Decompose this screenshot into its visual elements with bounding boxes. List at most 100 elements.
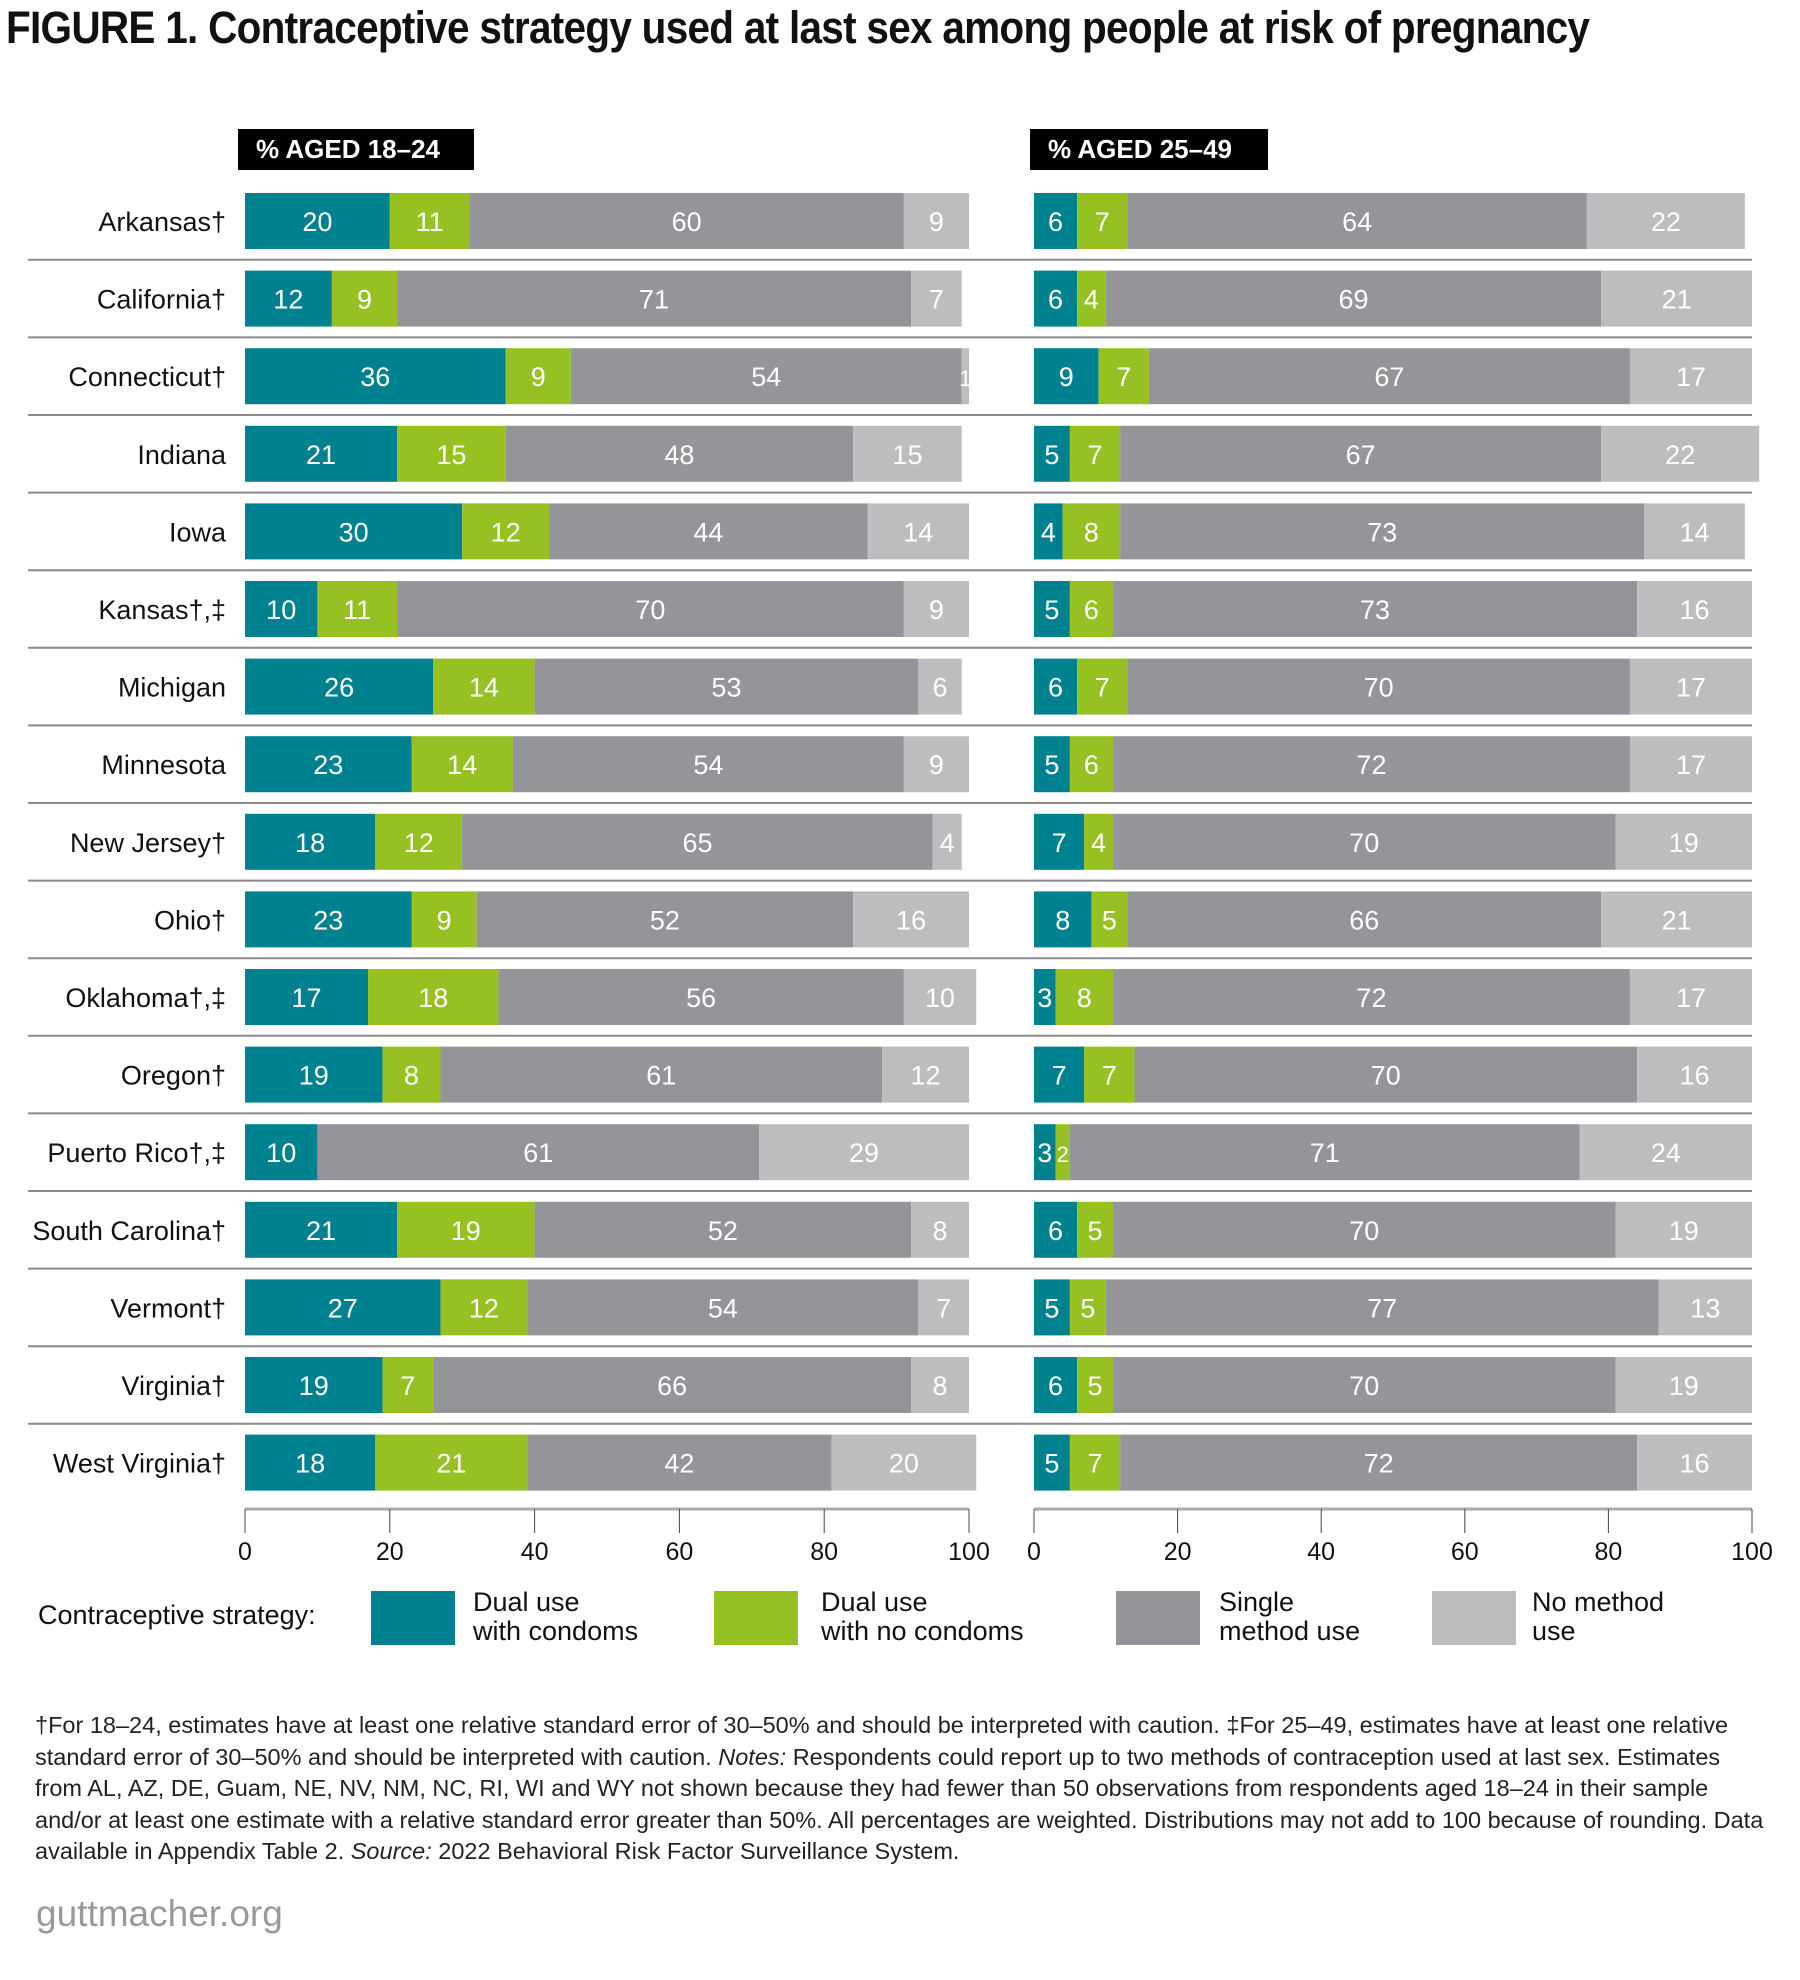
x-tick-label-1-0: 0 xyxy=(1027,1538,1041,1566)
bar-segment-p0-r3-s2 xyxy=(505,425,854,482)
bar-segment-p0-r13-s2 xyxy=(534,1201,912,1258)
bar-segment-p1-r14-s3 xyxy=(1658,1279,1752,1336)
bar-segment-p1-r4-s2 xyxy=(1120,503,1645,560)
data-label-p0-r15-s2: 66 xyxy=(657,1371,687,1401)
data-label-p0-r3-s0: 21 xyxy=(306,440,336,470)
category-label-16: West Virginia† xyxy=(53,1449,226,1479)
legend-swatch-2 xyxy=(1116,1591,1200,1645)
bar-segment-p1-r10-s2 xyxy=(1112,969,1630,1025)
data-label-p1-r10-s2: 72 xyxy=(1356,983,1386,1013)
data-label-p0-r10-s1: 18 xyxy=(418,983,448,1013)
bar-segment-p1-r16-s0 xyxy=(1034,1434,1070,1491)
x-tick-label-1-1: 20 xyxy=(1164,1538,1192,1566)
data-label-p1-r2-s3: 17 xyxy=(1676,362,1706,392)
bar-segment-p1-r2-s1 xyxy=(1098,348,1149,405)
bar-segment-p1-r8-s2 xyxy=(1112,813,1616,870)
bar-segment-p0-r1-s2 xyxy=(397,270,912,327)
bar-segment-p0-r1-s3 xyxy=(911,270,962,327)
bar-segment-p1-r12-s3 xyxy=(1579,1124,1752,1181)
bar-segment-p0-r15-s0 xyxy=(245,1357,383,1413)
bar-segment-p1-r2-s3 xyxy=(1629,348,1752,405)
category-label-8: New Jersey† xyxy=(70,828,226,858)
bar-segment-p0-r7-s3 xyxy=(903,736,969,793)
bar-segment-p1-r9-s2 xyxy=(1127,891,1602,948)
data-label-p0-r16-s3: 20 xyxy=(889,1449,919,1479)
bar-segment-p1-r3-s0 xyxy=(1034,425,1070,482)
bar-segment-p0-r9-s1 xyxy=(411,891,477,948)
bar-segment-p1-r14-s1 xyxy=(1069,1279,1106,1336)
bar-segment-p0-r8-s1 xyxy=(375,813,463,870)
footnote-segment: 2022 Behavioral Risk Factor Surveillance… xyxy=(431,1838,960,1864)
data-label-p0-r0-s1: 11 xyxy=(416,207,444,237)
data-label-p0-r12-s0: 10 xyxy=(266,1138,296,1168)
bar-segment-p0-r13-s0 xyxy=(245,1201,398,1258)
data-label-p0-r7-s0: 23 xyxy=(313,750,343,780)
bar-segment-p1-r9-s0 xyxy=(1034,891,1092,948)
bar-segment-p1-r0-s1 xyxy=(1077,193,1128,249)
bar-segment-p0-r16-s0 xyxy=(245,1434,376,1491)
bar-segment-p1-r10-s0 xyxy=(1034,969,1056,1025)
data-label-p1-r13-s3: 19 xyxy=(1669,1216,1699,1246)
data-label-p0-r6-s3: 6 xyxy=(933,673,948,703)
bar-segment-p1-r6-s2 xyxy=(1127,658,1630,715)
data-label-p0-r11-s1: 8 xyxy=(404,1061,419,1091)
bar-segment-p0-r10-s0 xyxy=(245,969,369,1025)
data-label-p1-r8-s0: 7 xyxy=(1052,828,1067,858)
footnote-segment: Respondents could report up to two metho… xyxy=(35,1743,1764,1865)
bar-segment-p0-r9-s3 xyxy=(853,891,969,948)
data-label-p1-r11-s0: 7 xyxy=(1052,1061,1067,1091)
data-label-p1-r1-s1: 4 xyxy=(1084,285,1099,315)
bar-segment-p1-r6-s3 xyxy=(1629,658,1752,715)
bar-segment-p1-r15-s3 xyxy=(1615,1357,1752,1413)
x-tick-label-1-4: 80 xyxy=(1594,1538,1622,1566)
data-label-p0-r11-s3: 12 xyxy=(911,1061,941,1091)
data-label-p1-r6-s0: 6 xyxy=(1048,673,1063,703)
bar-segment-p1-r8-s1 xyxy=(1084,813,1113,870)
bar-segment-p1-r9-s3 xyxy=(1601,891,1752,948)
category-label-3: Indiana xyxy=(137,440,227,470)
data-label-p1-r1-s2: 69 xyxy=(1338,285,1368,315)
data-label-p1-r13-s0: 6 xyxy=(1048,1216,1063,1246)
data-label-p1-r7-s1: 6 xyxy=(1084,750,1099,780)
data-label-p0-r9-s1: 9 xyxy=(437,905,452,935)
bar-segment-p1-r11-s1 xyxy=(1084,1046,1135,1103)
bar-segment-p1-r7-s2 xyxy=(1112,736,1630,793)
bar-segment-p0-r5-s3 xyxy=(903,581,969,637)
data-label-p0-r9-s3: 16 xyxy=(896,905,926,935)
data-label-p0-r4-s0: 30 xyxy=(339,517,369,547)
bar-segment-p0-r14-s1 xyxy=(440,1279,528,1336)
data-label-p0-r9-s2: 52 xyxy=(650,905,680,935)
bar-segment-p0-r9-s0 xyxy=(245,891,412,948)
bar-segment-p0-r12-s0 xyxy=(245,1124,318,1181)
figure-title: FIGURE 1. Contraceptive strategy used at… xyxy=(6,2,1590,53)
data-label-p0-r1-s2: 71 xyxy=(639,285,669,315)
data-label-p1-r12-s2: 71 xyxy=(1310,1138,1340,1168)
data-label-p1-r7-s0: 5 xyxy=(1044,750,1059,780)
data-label-p1-r9-s1: 5 xyxy=(1102,905,1117,935)
data-label-p0-r4-s3: 14 xyxy=(903,517,933,547)
bar-segment-p1-r12-s1 xyxy=(1055,1124,1070,1181)
bar-segment-p0-r3-s0 xyxy=(245,425,398,482)
data-label-p0-r7-s3: 9 xyxy=(929,750,944,780)
footnote-segment: Notes: xyxy=(718,1743,787,1770)
data-label-p0-r16-s2: 42 xyxy=(664,1449,694,1479)
bar-segment-p0-r9-s2 xyxy=(476,891,854,948)
brand-logo-text: guttmacher.org xyxy=(36,1893,283,1934)
data-label-p0-r3-s2: 48 xyxy=(664,440,694,470)
bar-segment-p1-r3-s1 xyxy=(1069,425,1121,482)
data-label-p0-r8-s3: 4 xyxy=(940,828,955,858)
bar-segment-p1-r1-s2 xyxy=(1105,270,1602,327)
bar-segment-p1-r11-s3 xyxy=(1637,1046,1752,1103)
bar-segment-p0-r7-s1 xyxy=(411,736,513,793)
data-label-p0-r3-s3: 15 xyxy=(892,440,922,470)
x-tick-label-0-1: 20 xyxy=(376,1538,404,1566)
bar-segment-p1-r16-s1 xyxy=(1069,1434,1121,1491)
data-label-p0-r13-s2: 52 xyxy=(708,1216,738,1246)
data-label-p0-r16-s0: 18 xyxy=(295,1449,325,1479)
data-label-p0-r8-s1: 12 xyxy=(404,828,434,858)
data-label-p1-r3-s3: 22 xyxy=(1665,440,1695,470)
data-label-p0-r10-s0: 17 xyxy=(292,983,322,1013)
bar-segment-p0-r12-s2 xyxy=(317,1124,760,1181)
bar-segment-p1-r0-s3 xyxy=(1586,193,1745,249)
bar-segment-p0-r0-s2 xyxy=(469,193,904,249)
